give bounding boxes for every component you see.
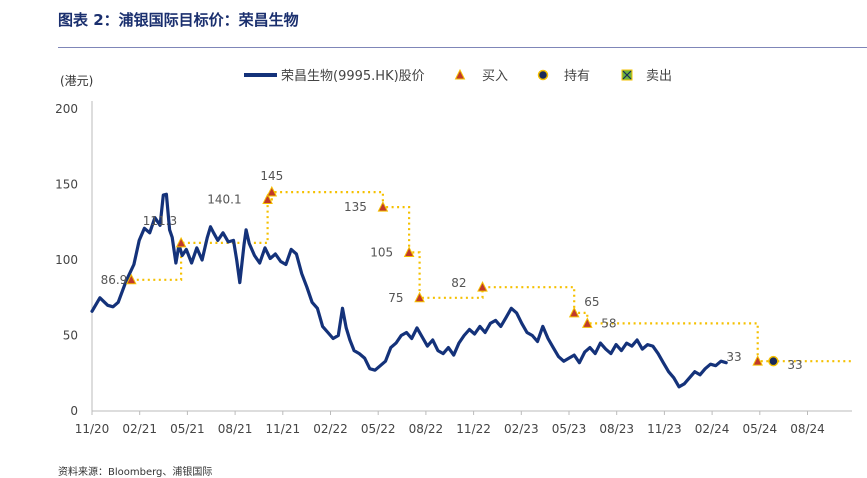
legend: 荣昌生物(9995.HK)股价 买入 持有 卖出: [244, 68, 672, 84]
x-tick-label: 08/24: [790, 422, 825, 436]
y-tick-label: 0: [70, 404, 78, 418]
x-tick-label: 08/22: [409, 422, 444, 436]
x-tick-label: 11/21: [266, 422, 301, 436]
target-price-label: 140.1: [207, 192, 241, 206]
x-tick-label: 08/21: [218, 422, 253, 436]
buy-marker: [414, 291, 425, 303]
target-price-label: 33: [787, 358, 802, 372]
x-tick-label: 02/23: [504, 422, 539, 436]
target-price-label: 145: [260, 169, 283, 183]
figure-title: 图表 2：浦银国际目标价：荣昌生物: [58, 11, 299, 29]
buy-marker: [266, 185, 278, 197]
y-tick-label: 200: [55, 102, 78, 116]
target-price-label: 58: [601, 316, 616, 330]
target-price-label: 82: [451, 276, 466, 290]
legend-hold-circle-icon: [537, 69, 549, 81]
target-price-label: 105: [370, 245, 393, 259]
hold-marker: [768, 355, 779, 367]
price-line: [90, 192, 728, 389]
buy-marker: [582, 317, 593, 328]
x-tick-label: 05/21: [170, 422, 205, 436]
x-tick-label: 11/23: [647, 422, 682, 436]
target-price-path: [131, 191, 852, 363]
y-ticks: 0 50 100 150 200: [55, 102, 78, 418]
legend-sell-label: 卖出: [646, 69, 672, 84]
target-price-label: 75: [388, 291, 403, 305]
target-price-line: [131, 191, 852, 363]
rating-markers: [126, 185, 779, 367]
buy-marker: [175, 236, 187, 248]
x-tick-label: 05/24: [743, 422, 778, 436]
y-tick-label: 100: [55, 253, 78, 267]
axes: [91, 101, 852, 412]
legend-buy-label: 买入: [482, 69, 508, 84]
y-tick-label: 150: [55, 178, 78, 192]
x-tick-label: 02/21: [122, 422, 157, 436]
buy-marker: [568, 306, 580, 318]
legend-price-label: 荣昌生物(9995.HK)股价: [281, 69, 425, 84]
legend-buy-triangle-icon: [454, 68, 466, 80]
target-price-label: 65: [584, 295, 599, 309]
legend-hold-label: 持有: [564, 69, 590, 84]
x-tick-label: 02/24: [695, 422, 730, 436]
title-divider: [58, 47, 867, 48]
y-tick-label: 50: [63, 329, 78, 343]
x-tick-label: 11/22: [456, 422, 491, 436]
source-note: 资料来源：Bloomberg、浦银国际: [58, 467, 213, 478]
price-series-line: [90, 192, 728, 389]
x-tick-label: 05/23: [552, 422, 587, 436]
target-price-label: 111.3: [143, 214, 177, 228]
x-ticks: 11/20 02/21 05/21 08/21 11/21 02/22 05/22 08/22…: [75, 411, 825, 436]
x-tick-label: 02/22: [313, 422, 348, 436]
buy-marker: [377, 201, 389, 212]
buy-marker: [403, 246, 415, 257]
buy-marker: [752, 355, 763, 366]
buy-marker: [262, 193, 273, 204]
x-tick-label: 05/22: [361, 422, 396, 436]
legend-sell-x-mark: [622, 70, 632, 80]
x-tick-label: 11/20: [75, 422, 110, 436]
buy-marker: [126, 273, 137, 285]
target-price-label: 135: [344, 200, 367, 214]
y-axis-label: (港元): [60, 74, 93, 88]
buy-marker: [477, 281, 488, 292]
x-tick-label: 08/23: [599, 422, 634, 436]
target-price-label: 86.9: [101, 273, 128, 287]
target-price-label: 33: [726, 350, 741, 364]
